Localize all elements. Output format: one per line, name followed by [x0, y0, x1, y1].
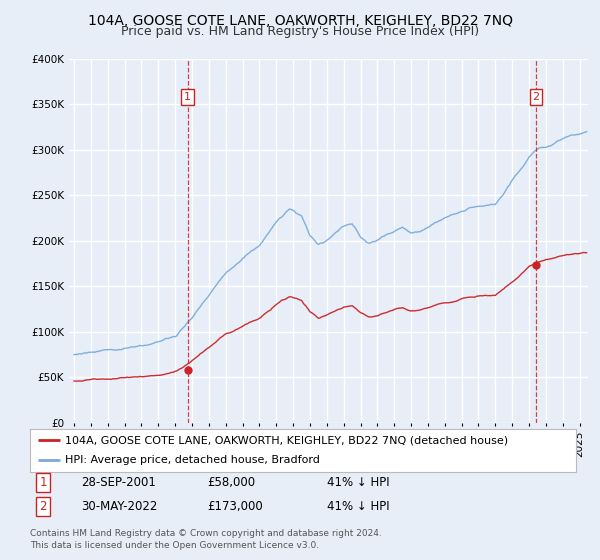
Text: 104A, GOOSE COTE LANE, OAKWORTH, KEIGHLEY, BD22 7NQ (detached house): 104A, GOOSE COTE LANE, OAKWORTH, KEIGHLE…: [65, 436, 509, 445]
Text: 28-SEP-2001: 28-SEP-2001: [81, 476, 156, 489]
Text: HPI: Average price, detached house, Bradford: HPI: Average price, detached house, Brad…: [65, 455, 320, 465]
Text: This data is licensed under the Open Government Licence v3.0.: This data is licensed under the Open Gov…: [30, 541, 319, 550]
Text: Price paid vs. HM Land Registry's House Price Index (HPI): Price paid vs. HM Land Registry's House …: [121, 25, 479, 38]
Text: 104A, GOOSE COTE LANE, OAKWORTH, KEIGHLEY, BD22 7NQ: 104A, GOOSE COTE LANE, OAKWORTH, KEIGHLE…: [88, 14, 512, 28]
Text: Contains HM Land Registry data © Crown copyright and database right 2024.: Contains HM Land Registry data © Crown c…: [30, 529, 382, 538]
Text: 41% ↓ HPI: 41% ↓ HPI: [327, 500, 389, 513]
Text: 1: 1: [40, 476, 47, 489]
Text: £58,000: £58,000: [207, 476, 255, 489]
Text: £173,000: £173,000: [207, 500, 263, 513]
Text: 2: 2: [40, 500, 47, 513]
Text: 30-MAY-2022: 30-MAY-2022: [81, 500, 157, 513]
Text: 2: 2: [532, 92, 539, 102]
Text: 41% ↓ HPI: 41% ↓ HPI: [327, 476, 389, 489]
Text: 1: 1: [184, 92, 191, 102]
